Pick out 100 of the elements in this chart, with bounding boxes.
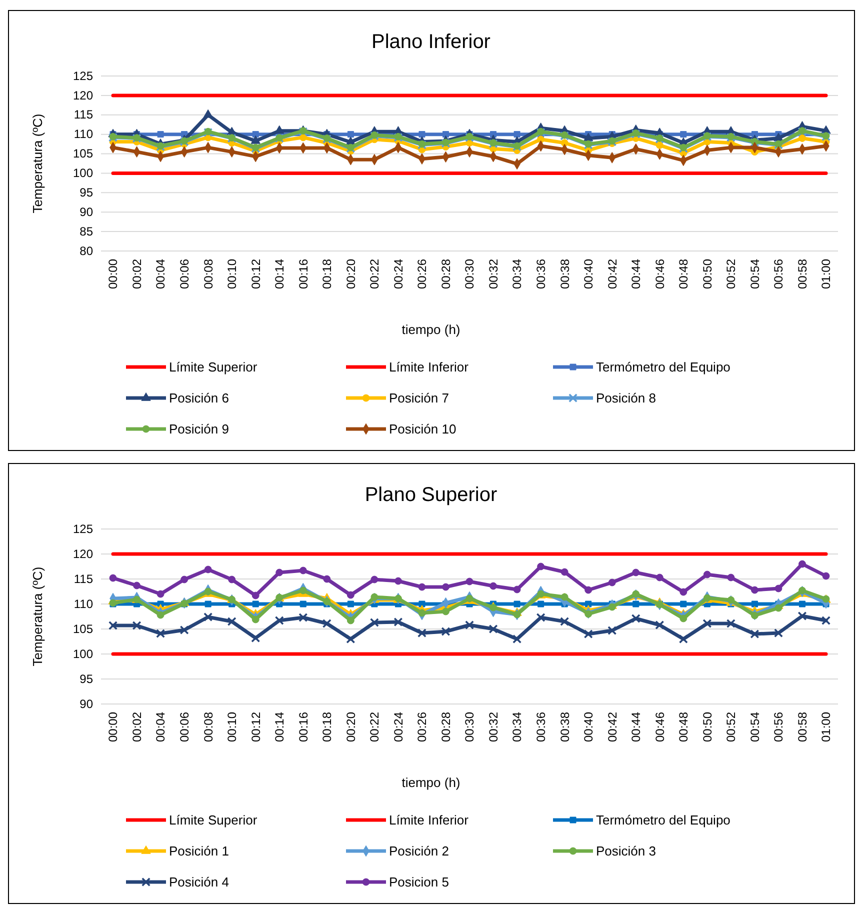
legend-label: Límite Superior bbox=[169, 360, 258, 375]
y-axis-title: Temperatura (ºC) bbox=[30, 566, 45, 666]
x-tick-label: 00:40 bbox=[582, 712, 596, 742]
y-tick-label: 85 bbox=[80, 224, 94, 238]
x-tick-label: 00:56 bbox=[772, 712, 786, 742]
x-tick-label: 00:44 bbox=[629, 258, 644, 290]
legend-label: Posición 8 bbox=[596, 390, 656, 406]
x-tick-label: 00:26 bbox=[415, 712, 430, 742]
y-tick-label: 110 bbox=[74, 127, 94, 142]
x-tick-label: 00:14 bbox=[272, 258, 287, 290]
legend-label: Posición 9 bbox=[169, 422, 229, 437]
chart-title: Plano Inferior bbox=[372, 31, 491, 53]
x-tick-label: 00:10 bbox=[225, 258, 240, 290]
x-tick-label: 00:00 bbox=[106, 258, 120, 290]
y-axis-title: Temperatura (ºC) bbox=[30, 114, 45, 214]
legend-label: Límite Inferior bbox=[389, 812, 470, 828]
x-tick-label: 00:52 bbox=[724, 258, 738, 290]
legend-label: Posición 1 bbox=[169, 844, 229, 859]
x-tick-label: 00:02 bbox=[130, 258, 144, 290]
x-tick-label: 00:14 bbox=[272, 712, 287, 742]
y-tick-label: 125 bbox=[72, 68, 94, 83]
x-tick-label: 00:56 bbox=[772, 258, 786, 290]
x-tick-label: 01:00 bbox=[819, 258, 834, 290]
x-tick-label: 00:36 bbox=[534, 712, 548, 742]
legend-label: Posicion 5 bbox=[389, 874, 449, 890]
x-tick-label: 00:24 bbox=[391, 258, 406, 290]
x-tick-label: 00:38 bbox=[558, 258, 572, 290]
x-tick-label: 00:34 bbox=[510, 712, 524, 742]
x-tick-label: 00:00 bbox=[106, 712, 120, 742]
y-tick-label: 80 bbox=[80, 244, 94, 258]
y-tick-label: 120 bbox=[72, 88, 94, 102]
x-tick-label: 00:12 bbox=[248, 258, 263, 290]
x-tick-label: 00:54 bbox=[748, 258, 762, 290]
x-tick-label: 00:46 bbox=[652, 258, 667, 290]
x-tick-label: 00:06 bbox=[178, 258, 192, 290]
x-tick-label: 00:34 bbox=[510, 258, 524, 290]
x-tick-label: 00:50 bbox=[700, 258, 714, 290]
x-tick-label: 00:16 bbox=[296, 258, 310, 290]
x-tick-label: 00:28 bbox=[438, 712, 453, 742]
x-tick-label: 00:30 bbox=[462, 258, 477, 290]
x-tick-label: 00:40 bbox=[582, 258, 596, 290]
x-tick-label: 00:04 bbox=[154, 258, 168, 290]
x-tick-label: 00:32 bbox=[486, 258, 500, 290]
x-tick-label: 00:02 bbox=[130, 712, 144, 742]
x-tick-label: 00:22 bbox=[368, 258, 382, 290]
x-tick-label: 00:16 bbox=[296, 712, 310, 742]
x-tick-label: 00:06 bbox=[178, 712, 192, 742]
legend-label: Posición 7 bbox=[389, 390, 449, 406]
x-tick-label: 00:36 bbox=[534, 258, 548, 290]
x-tick-label: 00:52 bbox=[724, 712, 738, 742]
x-tick-label: 00:12 bbox=[248, 712, 263, 742]
x-tick-label: 00:58 bbox=[795, 258, 810, 290]
y-tick-label: 90 bbox=[80, 204, 94, 219]
y-tick-label: 90 bbox=[80, 696, 94, 711]
x-tick-label: 00:42 bbox=[605, 712, 620, 742]
y-tick-label: 100 bbox=[72, 166, 94, 180]
y-tick-label: 125 bbox=[72, 522, 94, 536]
x-tick-label: 00:32 bbox=[486, 712, 500, 742]
y-tick-label: 100 bbox=[72, 646, 94, 661]
x-tick-label: 00:44 bbox=[629, 712, 644, 742]
x-tick-label: 00:46 bbox=[652, 712, 667, 742]
x-tick-label: 00:28 bbox=[438, 258, 453, 290]
x-tick-label: 00:10 bbox=[225, 712, 240, 742]
x-tick-label: 00:18 bbox=[320, 712, 334, 742]
chart-title: Plano Superior bbox=[364, 484, 498, 506]
x-tick-label: 00:42 bbox=[605, 258, 620, 290]
legend-label: Posición 4 bbox=[169, 874, 229, 890]
legend-label: Posición 3 bbox=[596, 844, 656, 859]
y-tick-label: 95 bbox=[80, 672, 94, 686]
legend-label: Límite Superior bbox=[169, 812, 258, 828]
x-tick-label: 00:48 bbox=[676, 258, 691, 290]
x-tick-label: 00:50 bbox=[700, 712, 714, 742]
x-tick-label: 00:30 bbox=[462, 712, 477, 742]
x-tick-label: 00:18 bbox=[320, 258, 334, 290]
y-tick-label: 115 bbox=[74, 108, 94, 122]
x-tick-label: 00:20 bbox=[344, 712, 358, 742]
y-tick-label: 105 bbox=[72, 622, 94, 636]
legend-label: Termómetro del Equipo bbox=[596, 812, 730, 828]
x-tick-label: 00:54 bbox=[748, 712, 762, 742]
y-tick-label: 115 bbox=[74, 572, 94, 586]
x-tick-label: 00:08 bbox=[201, 258, 216, 290]
x-tick-label: 00:58 bbox=[795, 712, 810, 742]
x-tick-label: 00:20 bbox=[344, 258, 358, 290]
y-tick-label: 105 bbox=[72, 146, 94, 161]
x-tick-label: 00:38 bbox=[558, 712, 572, 742]
legend-label: Posición 6 bbox=[169, 390, 229, 406]
x-tick-label: 00:26 bbox=[415, 258, 430, 290]
legend-label: Posición 10 bbox=[389, 422, 456, 437]
legend-label: Termómetro del Equipo bbox=[596, 360, 730, 375]
x-tick-label: 01:00 bbox=[819, 712, 834, 742]
x-tick-label: 00:08 bbox=[201, 712, 216, 742]
x-tick-label: 00:48 bbox=[676, 712, 691, 742]
y-tick-label: 95 bbox=[80, 186, 94, 200]
y-tick-label: 110 bbox=[74, 596, 94, 611]
x-axis-title: tiempo (h) bbox=[402, 322, 460, 337]
x-tick-label: 00:22 bbox=[368, 712, 382, 742]
legend-label: Posición 2 bbox=[389, 844, 449, 859]
x-tick-label: 00:04 bbox=[154, 712, 168, 742]
legend-label: Límite Inferior bbox=[389, 360, 470, 375]
y-tick-label: 120 bbox=[72, 546, 94, 561]
